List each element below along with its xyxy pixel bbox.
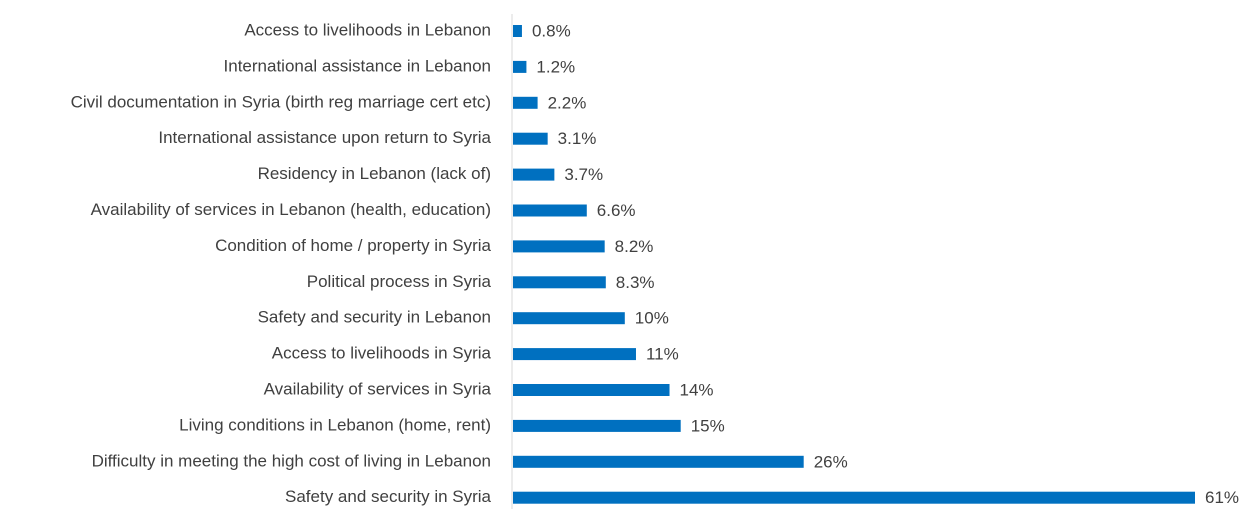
category-label: Access to livelihoods in Lebanon <box>244 20 491 39</box>
category-label: Availability of services in Lebanon (hea… <box>91 200 491 219</box>
bar <box>513 312 625 325</box>
category-label: Political process in Syria <box>307 272 492 291</box>
bar <box>513 491 1195 504</box>
bar <box>513 168 555 181</box>
category-label: Difficulty in meeting the high cost of l… <box>92 451 491 470</box>
category-label: International assistance upon return to … <box>158 128 491 147</box>
category-label: Living conditions in Lebanon (home, rent… <box>179 415 491 434</box>
data-label: 8.3% <box>616 273 655 292</box>
bar <box>513 132 548 145</box>
data-label: 11% <box>646 345 679 364</box>
bar <box>513 60 527 73</box>
bar <box>513 240 605 253</box>
data-label: 15% <box>691 416 725 435</box>
data-label: 0.8% <box>532 21 571 40</box>
bar <box>513 25 522 37</box>
bar <box>513 276 606 289</box>
category-label: International assistance in Lebanon <box>224 56 491 75</box>
data-label: 10% <box>635 309 669 328</box>
data-label: 2.2% <box>548 93 587 112</box>
data-label: 1.2% <box>536 57 575 76</box>
bar <box>513 419 681 432</box>
category-label: Safety and security in Lebanon <box>258 308 491 327</box>
category-label: Residency in Lebanon (lack of) <box>258 164 491 183</box>
bar <box>513 384 670 396</box>
category-label: Safety and security in Syria <box>285 487 492 506</box>
bar <box>513 455 804 468</box>
data-label: 26% <box>814 452 848 471</box>
bar <box>513 348 636 361</box>
data-label: 3.7% <box>564 165 603 184</box>
data-label: 6.6% <box>597 201 636 220</box>
bar <box>513 204 587 217</box>
category-label: Civil documentation in Syria (birth reg … <box>71 92 491 111</box>
category-label: Availability of services in Syria <box>264 379 492 398</box>
category-label: Access to livelihoods in Syria <box>272 344 492 363</box>
data-label: 8.2% <box>615 237 654 256</box>
category-label: Condition of home / property in Syria <box>215 236 491 255</box>
data-label: 61% <box>1205 488 1239 507</box>
data-label: 14% <box>680 380 714 399</box>
bar <box>513 96 538 109</box>
data-label: 3.1% <box>558 129 597 148</box>
